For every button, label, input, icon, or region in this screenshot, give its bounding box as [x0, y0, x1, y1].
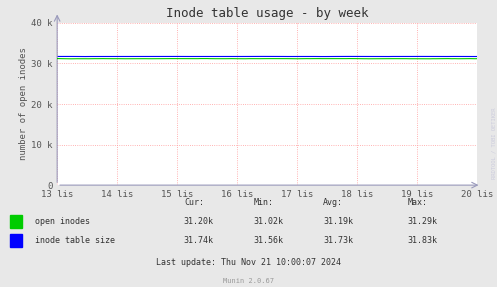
Text: Cur:: Cur:: [184, 198, 204, 207]
Text: Last update: Thu Nov 21 10:00:07 2024: Last update: Thu Nov 21 10:00:07 2024: [156, 258, 341, 267]
Text: 31.20k: 31.20k: [184, 217, 214, 226]
Text: 31.83k: 31.83k: [408, 236, 437, 245]
Text: RRDTOOL / TOBI OETIKER: RRDTOOL / TOBI OETIKER: [491, 108, 496, 179]
Title: Inode table usage - by week: Inode table usage - by week: [166, 7, 368, 20]
Text: 31.19k: 31.19k: [323, 217, 353, 226]
Text: 31.56k: 31.56k: [253, 236, 283, 245]
Y-axis label: number of open inodes: number of open inodes: [19, 48, 28, 160]
Text: Max:: Max:: [408, 198, 427, 207]
Text: 31.02k: 31.02k: [253, 217, 283, 226]
Text: Min:: Min:: [253, 198, 273, 207]
Text: open inodes: open inodes: [35, 217, 90, 226]
Text: 31.73k: 31.73k: [323, 236, 353, 245]
Text: Avg:: Avg:: [323, 198, 343, 207]
Text: Munin 2.0.67: Munin 2.0.67: [223, 278, 274, 284]
Text: 31.74k: 31.74k: [184, 236, 214, 245]
Text: inode table size: inode table size: [35, 236, 115, 245]
Text: 31.29k: 31.29k: [408, 217, 437, 226]
